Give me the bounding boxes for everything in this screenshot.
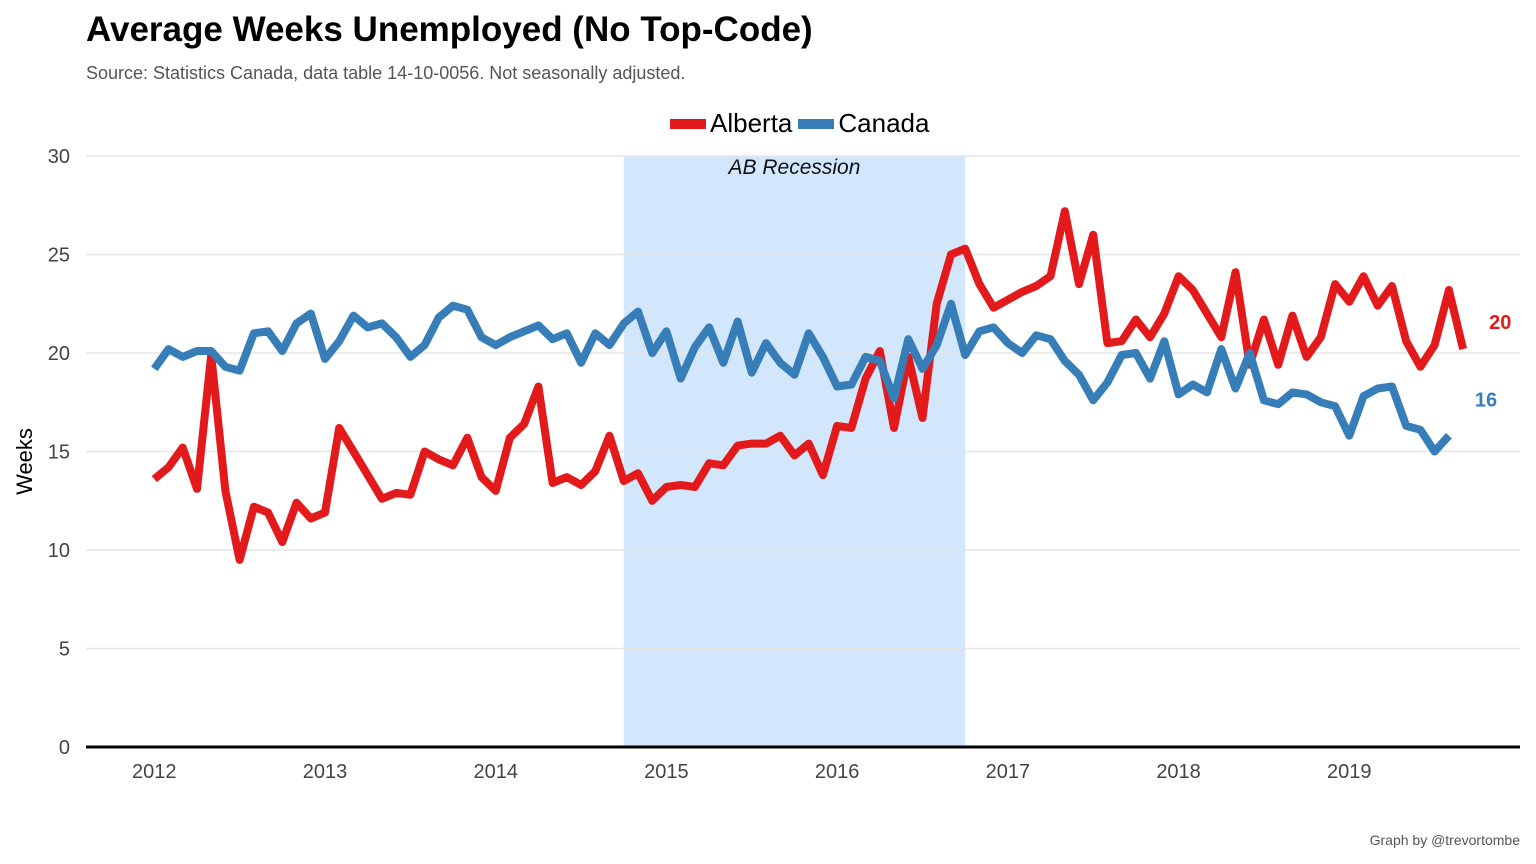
x-tick-label: 2018: [1156, 761, 1201, 783]
chart-subtitle: Source: Statistics Canada, data table 14…: [86, 63, 686, 83]
chart-title: Average Weeks Unemployed (No Top-Code): [86, 10, 813, 49]
x-tick-label: 2015: [644, 761, 689, 783]
y-tick-label: 10: [48, 540, 70, 562]
end-label-alberta: 20: [1489, 312, 1511, 334]
legend-item-alberta: Alberta: [670, 108, 792, 139]
x-tick-label: 2014: [473, 761, 518, 783]
x-tick-label: 2013: [303, 761, 348, 783]
credit-text: Graph by @trevortombe: [1369, 832, 1520, 848]
end-label-canada: 16: [1475, 390, 1497, 412]
x-tick-label: 2012: [132, 761, 177, 783]
y-axis-title: Weeks: [12, 428, 37, 495]
series-line-alberta: [151, 207, 1467, 564]
y-tick-label: 25: [48, 245, 70, 267]
legend-label-canada: Canada: [838, 108, 930, 138]
legend-item-canada: Canada: [798, 108, 929, 139]
y-tick-label: 15: [48, 442, 70, 464]
legend: Alberta Canada: [670, 108, 935, 139]
y-tick-label: 20: [48, 343, 70, 365]
legend-swatch-alberta: [670, 118, 706, 129]
recession-annotation: AB Recession: [727, 156, 861, 179]
y-tick-label: 5: [59, 639, 70, 661]
x-tick-label: 2019: [1327, 761, 1372, 783]
legend-swatch-canada: [798, 118, 835, 129]
x-tick-label: 2016: [815, 761, 860, 783]
legend-label-alberta: Alberta: [710, 108, 793, 138]
x-tick-label: 2017: [986, 761, 1031, 783]
y-tick-label: 30: [48, 146, 70, 168]
y-tick-label: 0: [59, 737, 70, 759]
series-line-canada: [151, 299, 1452, 456]
